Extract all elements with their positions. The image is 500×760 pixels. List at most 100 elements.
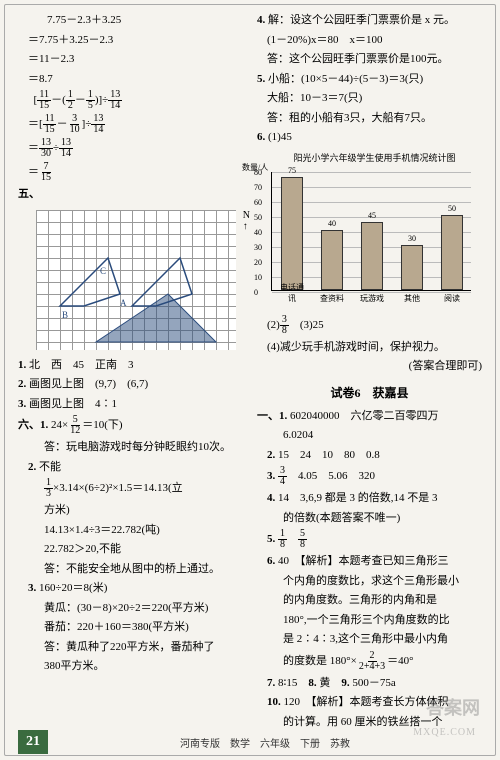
num-label: 3. bbox=[28, 582, 36, 594]
ans-line: 答：租的小船有3只，大船有7只。 bbox=[257, 110, 482, 127]
y-tick: 0 bbox=[254, 288, 258, 297]
text: 画图见上图 4∶1 bbox=[29, 398, 117, 410]
text: 不能 bbox=[39, 461, 61, 473]
svg-text:B: B bbox=[62, 310, 68, 320]
x-label: 玩游戏 bbox=[357, 293, 387, 304]
y-tick: 50 bbox=[254, 213, 262, 222]
text: 602040000 六亿零二百零四万 bbox=[290, 410, 439, 422]
frac-line-1: [1115－(12－15)]÷1314 bbox=[18, 90, 243, 111]
q6-3-head: 3. 160÷20＝8(米) bbox=[18, 580, 243, 597]
text: 个内角的度数比，求这个三角形最小 bbox=[257, 573, 482, 590]
frac-line-3: ＝1330÷1314 bbox=[18, 138, 243, 159]
calc-line: 方米) bbox=[18, 502, 243, 519]
x-label: 阅读 bbox=[437, 293, 467, 304]
x-label: 电话通讯 bbox=[277, 282, 307, 304]
y-tick: 80 bbox=[254, 168, 262, 177]
q6-head: 6. (1)45 bbox=[257, 129, 482, 146]
section-six-1: 六、1. 24×512＝10(下) bbox=[18, 415, 243, 436]
num-label: 8. bbox=[308, 677, 316, 689]
num-label: 1. bbox=[40, 419, 48, 431]
text: 160÷20＝8(米) bbox=[39, 582, 107, 594]
calc-line: (1－20%)x＝80 x＝100 bbox=[257, 32, 482, 49]
frac-line-4: ＝715 bbox=[18, 162, 243, 183]
watermark-url: MXQE.COM bbox=[413, 727, 476, 738]
ans-line: 答：不能安全地从图中的桥上通过。 bbox=[18, 561, 243, 578]
text: 的倍数(本题答案不唯一) bbox=[257, 510, 482, 527]
ans-line: 380平方米。 bbox=[18, 658, 243, 675]
bar bbox=[401, 245, 423, 290]
s1-q4: 4. 14 3,6,9 都是 3 的倍数,14 不是 3 bbox=[257, 490, 482, 507]
calc-line: 黄瓜：(30－8)×20÷2＝220(平方米) bbox=[18, 600, 243, 617]
num-label: 1. bbox=[279, 410, 287, 422]
q6-2: (2)38 (3)25 bbox=[257, 315, 482, 336]
grid-figure: N↑ B C A bbox=[36, 210, 236, 350]
grid-shapes: B C A bbox=[36, 210, 236, 350]
y-tick: 40 bbox=[254, 228, 262, 237]
num-label: 7. bbox=[267, 677, 275, 689]
text: 解：设这个公园旺季门票票价是 x 元。 bbox=[268, 14, 455, 26]
calc-line: 大船：10－3＝7(只) bbox=[257, 90, 482, 107]
test6-title: 试卷6 获嘉县 bbox=[257, 384, 482, 401]
bar-value: 50 bbox=[441, 204, 463, 213]
calc-line: ＝8.7 bbox=[18, 71, 243, 88]
x-label: 查资料 bbox=[317, 293, 347, 304]
num-label: 6. bbox=[257, 131, 265, 143]
y-tick: 20 bbox=[254, 258, 262, 267]
bar bbox=[441, 215, 463, 290]
y-tick: 60 bbox=[254, 198, 262, 207]
num-label: 5. bbox=[267, 533, 275, 545]
y-tick: 10 bbox=[254, 273, 262, 282]
num-label: 4. bbox=[267, 492, 275, 504]
num-label: 9. bbox=[341, 677, 349, 689]
s1-q3: 3. 34 4.05 5.06 320 bbox=[257, 466, 482, 487]
bar bbox=[321, 230, 343, 290]
q5-1: 1. 北 西 45 正南 3 bbox=[18, 357, 243, 374]
text: 8∶15 bbox=[278, 677, 297, 689]
chart-title: 阳光小学六年级学生使用手机情况统计图 bbox=[267, 151, 482, 164]
num-label: 2. bbox=[267, 449, 275, 461]
num-label: 3. bbox=[267, 470, 275, 482]
text: (1)45 bbox=[268, 131, 292, 143]
text: 黄 bbox=[319, 677, 330, 689]
right-column: 4. 解：设这个公园旺季门票票价是 x 元。 (1－20%)x＝80 x＝100… bbox=[257, 12, 482, 730]
section-label: 一、 bbox=[257, 410, 279, 422]
text: 的内角度数。三角形的内角和是 bbox=[257, 592, 482, 609]
bar-value: 40 bbox=[321, 219, 343, 228]
ans-line: 答：黄瓜种了220平方米，番茄种了 bbox=[18, 639, 243, 656]
svg-text:C: C bbox=[100, 266, 106, 276]
s1-q1: 一、1. 602040000 六亿零二百零四万 bbox=[257, 408, 482, 425]
num-label: 2. bbox=[18, 378, 26, 390]
num-label: 10. bbox=[267, 696, 281, 708]
text: 画图见上图 (9,7) (6,7) bbox=[29, 378, 148, 390]
ans-line: 答：这个公园旺季门票票价是100元。 bbox=[257, 51, 482, 68]
frac-line-2: ＝[1115－310]÷1314 bbox=[18, 114, 243, 135]
text: 14 3,6,9 都是 3 的倍数,14 不是 3 bbox=[278, 492, 438, 504]
num-label: 1. bbox=[18, 359, 26, 371]
q6-4b: (答案合理即可) bbox=[257, 358, 482, 375]
s1-q5: 5. 18 58 bbox=[257, 529, 482, 550]
q6-2-head: 2. 不能 bbox=[18, 459, 243, 476]
s1-q789: 7. 8∶15 8. 黄 9. 500－75a bbox=[257, 675, 482, 692]
ans-line: 答：玩电脑游戏时每分钟眨眼约10次。 bbox=[18, 439, 243, 456]
section-label: 六、 bbox=[18, 419, 40, 431]
text: 180°,一个三角形三个内角度数的比 bbox=[257, 612, 482, 629]
text: 120 【解析】本题考查长方体体积 bbox=[284, 696, 449, 708]
bar-value: 45 bbox=[361, 211, 383, 220]
text: 500－75a bbox=[352, 677, 395, 689]
calc-line: 14.13×1.4÷3＝22.782(吨) bbox=[18, 522, 243, 539]
q5-2: 2. 画图见上图 (9,7) (6,7) bbox=[18, 376, 243, 393]
num-label: 3. bbox=[18, 398, 26, 410]
s1-q2: 2. 15 24 10 80 0.8 bbox=[257, 447, 482, 464]
svg-text:A: A bbox=[120, 298, 127, 308]
text: 北 西 45 正南 3 bbox=[29, 359, 134, 371]
section-five-head: 五、 bbox=[18, 186, 243, 203]
calc-line: 7.75－2.3＋3.25 bbox=[18, 12, 243, 29]
calc-line: 13×3.14×(6÷2)²×1.5＝14.13(立 bbox=[18, 478, 243, 499]
watermark: 答案网 bbox=[426, 694, 480, 720]
x-label: 其他 bbox=[397, 293, 427, 304]
calc-line: ＝11－2.3 bbox=[18, 51, 243, 68]
s1-q6: 6. 40 【解析】本题考查已知三角形三 bbox=[257, 553, 482, 570]
text: 15 24 10 80 0.8 bbox=[278, 449, 380, 461]
q4-head: 4. 解：设这个公园旺季门票票价是 x 元。 bbox=[257, 12, 482, 29]
bar bbox=[361, 222, 383, 290]
